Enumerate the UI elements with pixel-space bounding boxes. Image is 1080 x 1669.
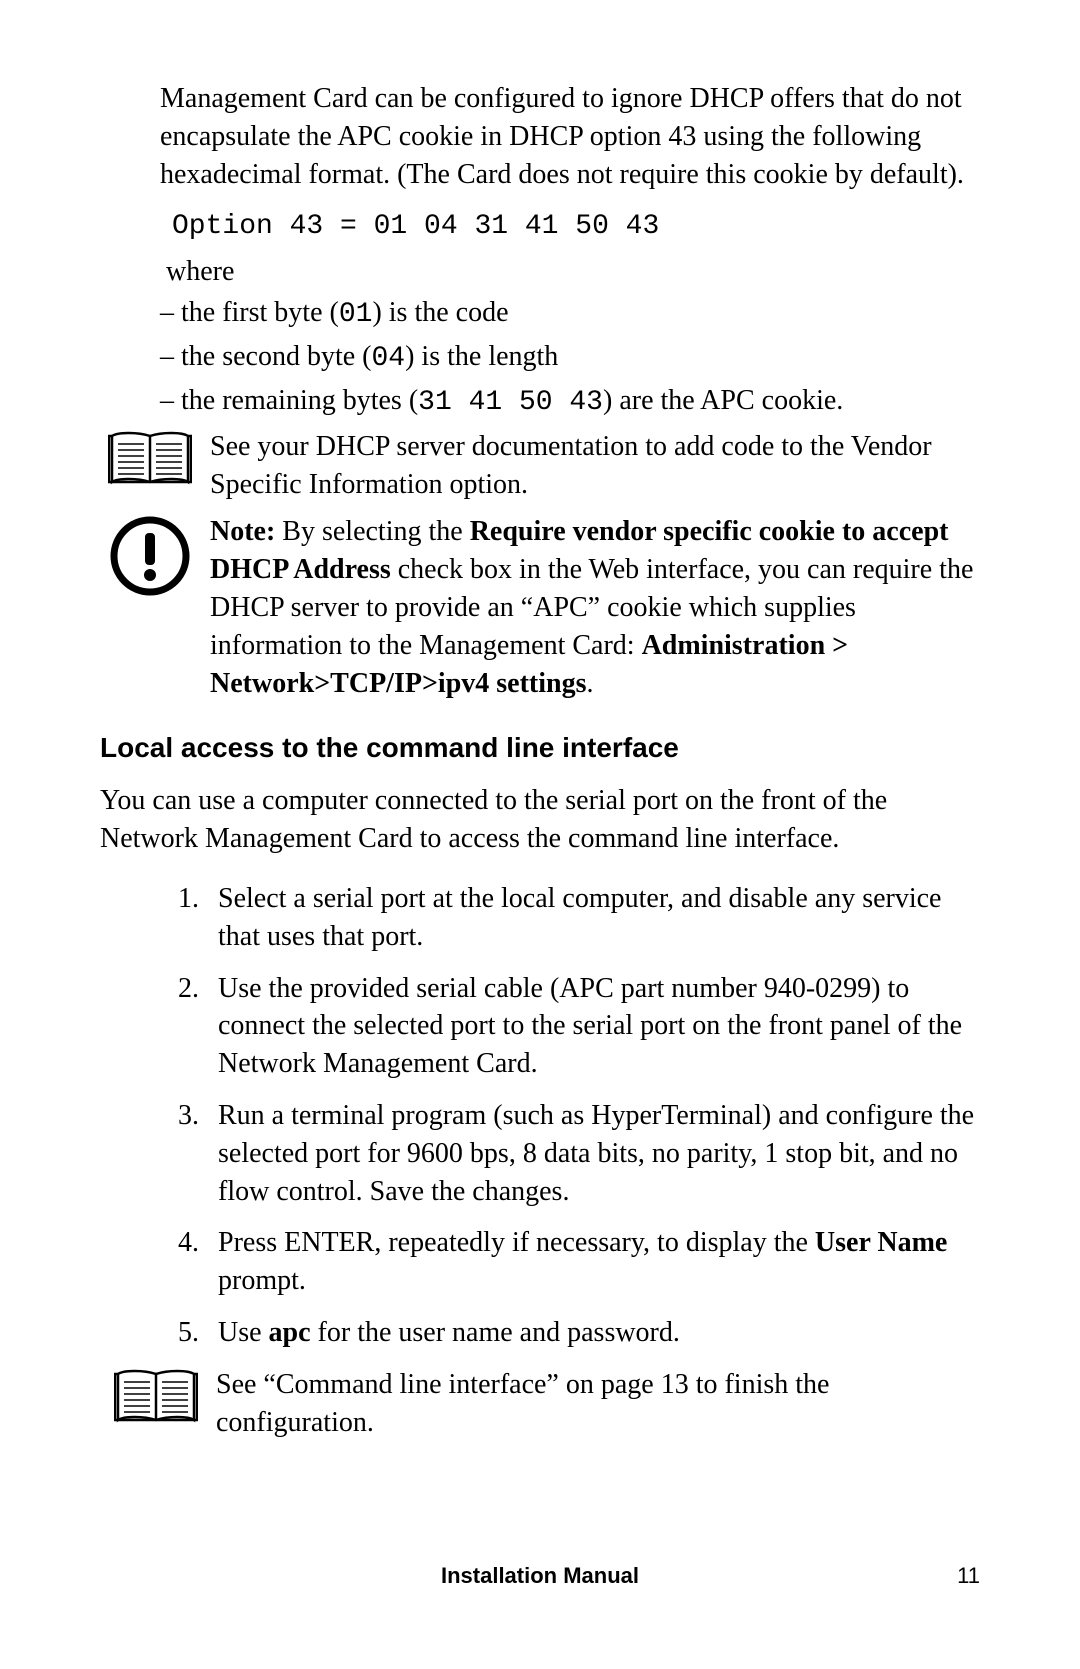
page-number: 11 (957, 1563, 980, 1589)
bullet-2: – the second byte (04) is the length (160, 338, 980, 378)
step-5: Use apc for the user name and password. (206, 1314, 980, 1352)
b3-code: 31 41 50 43 (418, 387, 603, 418)
s4a: Press (218, 1227, 284, 1258)
step-1: Select a serial port at the local comput… (206, 880, 980, 956)
note-p1a: By selecting the (282, 516, 469, 547)
intro-paragraph: You can use a computer connected to the … (100, 782, 980, 858)
where-label: where (166, 256, 980, 288)
b1-pre: – the first byte ( (160, 297, 339, 328)
s4-bold: User Name (815, 1227, 947, 1258)
note-b4: ipv4 settings (438, 668, 587, 699)
s4-enter: ENTER (284, 1227, 374, 1258)
paragraph-dhcp: Management Card can be configured to ign… (160, 80, 980, 193)
note-text: Note: By selecting the Require vendor sp… (200, 513, 980, 702)
reference-text-2: See “Command line interface” on page 13 … (206, 1366, 980, 1442)
bullet-3: – the remaining bytes (31 41 50 43) are … (160, 382, 980, 422)
section-heading: Local access to the command line interfa… (100, 732, 980, 764)
bullet-1: – the first byte (01) is the code (160, 294, 980, 334)
page: Management Card can be configured to ign… (0, 0, 1080, 1669)
note-period: . (587, 668, 594, 699)
reference-row-1: See your DHCP server documentation to ad… (100, 428, 980, 504)
s5b: for the user name and password. (311, 1317, 680, 1348)
b1-post: ) is the code (372, 297, 508, 328)
step-3: Run a terminal program (such as HyperTer… (206, 1097, 980, 1210)
s5-bold: apc (269, 1317, 311, 1348)
s4c: prompt. (218, 1265, 306, 1296)
step-2: Use the provided serial cable (APC part … (206, 970, 980, 1083)
s4b: , repeatedly if necessary, to display th… (374, 1227, 815, 1258)
step-4: Press ENTER, repeatedly if necessary, to… (206, 1224, 980, 1300)
code-option43: Option 43 = 01 04 31 41 50 43 (172, 211, 980, 242)
b2-code: 04 (372, 343, 406, 374)
b2-pre: – the second byte ( (160, 341, 372, 372)
b3-pre: – the remaining bytes ( (160, 385, 418, 416)
reference-text-1: See your DHCP server documentation to ad… (200, 428, 980, 504)
b2-post: ) is the length (405, 341, 558, 372)
note-gt2: > (422, 668, 438, 699)
b3-post: ) are the APC cookie. (603, 385, 843, 416)
note-b3: TCP/IP (330, 668, 422, 699)
s5a: Use (218, 1317, 269, 1348)
note-gt1: > (314, 668, 330, 699)
warning-icon (100, 513, 200, 597)
footer-title: Installation Manual (0, 1563, 1080, 1589)
steps-list: Select a serial port at the local comput… (160, 880, 980, 1352)
book-icon (100, 428, 200, 488)
reference-row-2: See “Command line interface” on page 13 … (106, 1366, 980, 1442)
note-label: Note: (210, 516, 282, 547)
b1-code: 01 (339, 299, 373, 330)
book-icon-2 (106, 1366, 206, 1426)
note-row: Note: By selecting the Require vendor sp… (100, 513, 980, 702)
